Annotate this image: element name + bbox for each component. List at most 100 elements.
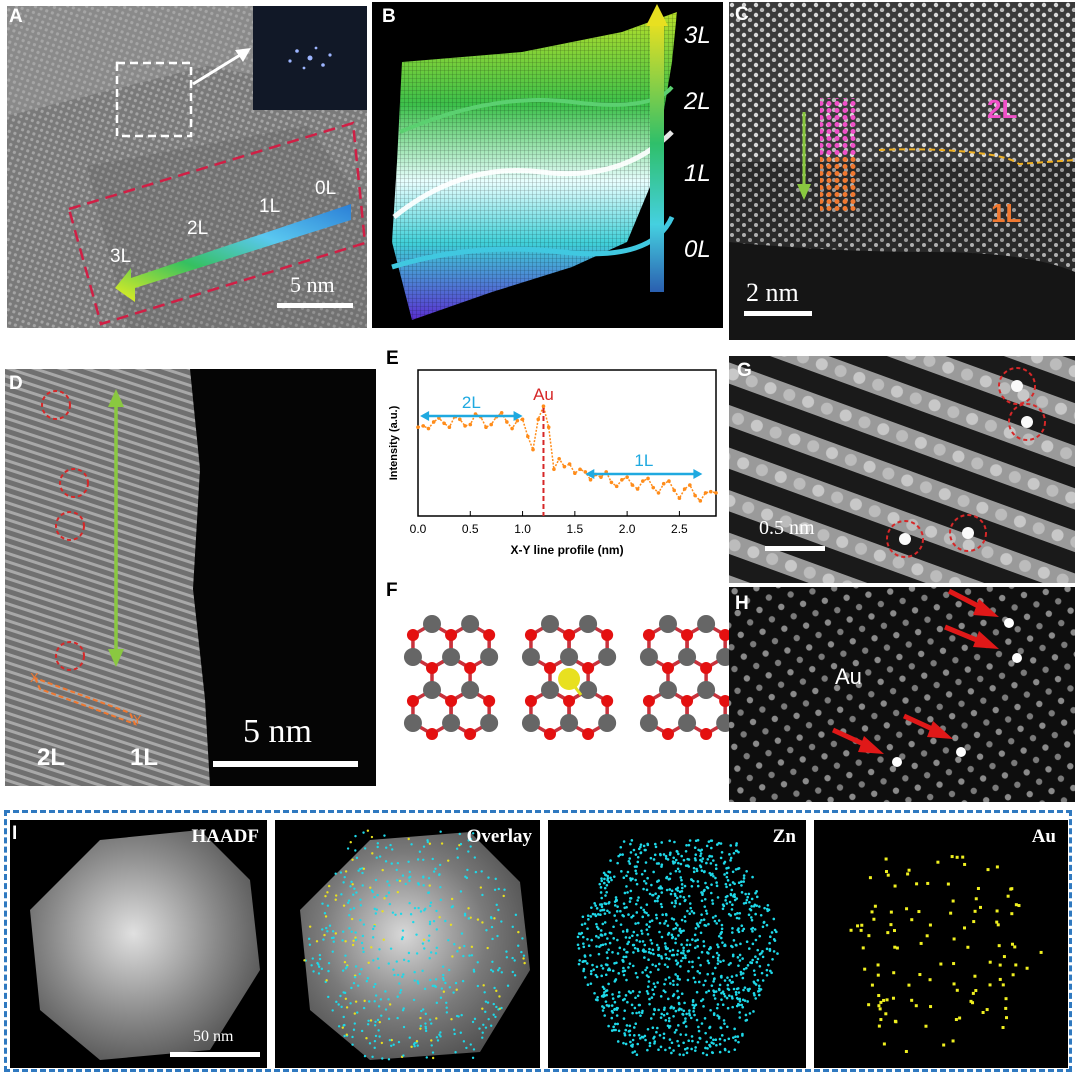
overlay-signal (374, 1020, 377, 1024)
zn-signal (579, 932, 582, 936)
zn-signal (592, 968, 595, 971)
zn-signal (676, 867, 680, 871)
au-signal (998, 963, 1002, 967)
zn-signal (692, 911, 696, 915)
overlay-signal (353, 1022, 356, 1025)
zn-signal (738, 1016, 742, 1019)
zn-signal (677, 934, 680, 937)
overlay-signal (422, 875, 425, 878)
zn-signal (667, 877, 671, 881)
zn-signal (753, 973, 757, 977)
au-signal (877, 994, 881, 998)
overlay-signal (455, 1014, 459, 1018)
overlay-signal (465, 1046, 468, 1050)
zn-signal (717, 945, 720, 949)
zn-signal (656, 1026, 659, 1030)
annotation-1l: 1L (634, 451, 653, 470)
zn-signal (631, 1043, 634, 1046)
zn-signal (765, 947, 769, 951)
zn-signal (611, 1011, 615, 1014)
overlay-signal (481, 893, 484, 897)
zn-signal (652, 870, 655, 874)
zn-signal (713, 919, 717, 923)
zn-signal (734, 1039, 737, 1042)
overlay-signal (389, 843, 392, 847)
overlay-signal (376, 842, 380, 845)
zn-signal (742, 902, 746, 905)
zn-signal (676, 850, 679, 853)
overlay-signal (440, 842, 444, 845)
overlay-signal (502, 894, 505, 898)
overlay-signal (366, 977, 370, 980)
overlay-signal (408, 1036, 411, 1039)
overlay-signal (345, 1006, 349, 1009)
zn-signal (611, 969, 615, 973)
zn-signal (735, 944, 738, 947)
overlay-signal (429, 901, 433, 904)
overlay-signal (490, 916, 493, 920)
zn-signal (613, 1000, 617, 1004)
zn-signal (641, 940, 645, 943)
overlay-signal (471, 832, 475, 835)
zn-signal (735, 916, 739, 920)
overlay-signal (388, 1038, 392, 1042)
au-signal (951, 899, 955, 903)
au-signal (955, 988, 959, 992)
zn-signal (604, 989, 608, 993)
zn-signal (702, 983, 705, 987)
zn-signal (660, 955, 663, 958)
overlay-signal (369, 1019, 373, 1022)
zn-signal (735, 897, 739, 900)
o-atom (464, 662, 477, 674)
zn-signal (581, 935, 585, 939)
zn-signal (691, 965, 694, 969)
overlay-signal (387, 1058, 391, 1061)
overlay-signal (339, 871, 343, 874)
au-signal (988, 983, 992, 987)
zn-signal (676, 989, 679, 993)
zn-signal (732, 851, 736, 855)
o-atom (582, 662, 595, 674)
overlay-signal (342, 991, 345, 994)
zn-signal (752, 1010, 755, 1013)
zn-signal (708, 1043, 711, 1047)
overlay-signal (350, 917, 354, 921)
zn-signal (700, 1022, 704, 1025)
au-signal (893, 884, 897, 888)
zn-signal (665, 1012, 669, 1016)
zn-signal (602, 881, 606, 885)
zn-signal (672, 1049, 675, 1052)
zn-signal (727, 1037, 731, 1041)
zn-signal (727, 912, 731, 916)
zn-signal (644, 882, 648, 885)
zn-signal (663, 922, 666, 925)
overlay-signal (323, 933, 326, 937)
overlay-signal (469, 1043, 472, 1046)
zn-signal (614, 1022, 617, 1026)
zn-signal (680, 918, 684, 922)
zn-signal (673, 1031, 677, 1034)
zn-signal (694, 927, 698, 930)
zn-signal (688, 902, 692, 905)
zn-signal (712, 980, 715, 983)
overlay-signal (483, 991, 486, 994)
zn-signal (733, 913, 737, 916)
au-signal (1017, 904, 1021, 908)
overlay-signal (423, 909, 426, 912)
zn-atom (480, 648, 499, 666)
overlay-signal (361, 934, 365, 938)
au-signal (893, 1019, 897, 1023)
zn-signal (671, 860, 675, 863)
au-signal (1014, 963, 1018, 967)
zn-signal (735, 1004, 739, 1008)
zn-signal (600, 933, 603, 937)
scale-bar-label: 2 nm (746, 278, 799, 307)
zn-signal (595, 945, 598, 948)
overlay-signal (481, 1007, 484, 1010)
zn-signal (701, 893, 704, 897)
zn-signal (612, 925, 615, 929)
overlay-signal (423, 947, 426, 950)
overlay-signal (500, 920, 503, 923)
zn-signal (692, 870, 696, 874)
layer-label-1l: 1L (991, 198, 1022, 228)
